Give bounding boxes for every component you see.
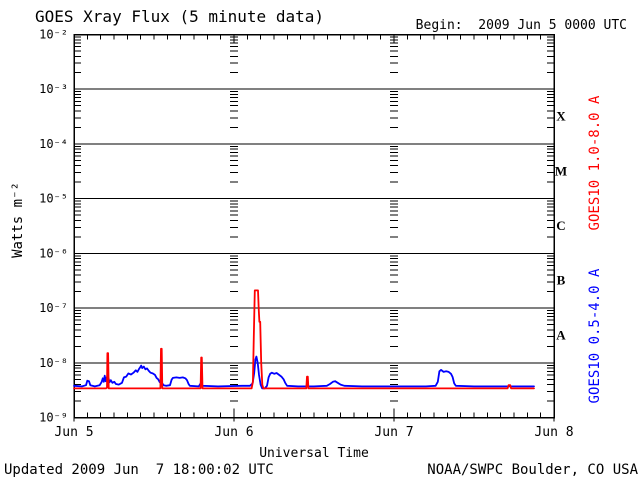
x-tick-label: Jun 8 bbox=[534, 425, 573, 440]
y-tick-label: 10⁻⁷ bbox=[39, 301, 68, 315]
plot-frame bbox=[73, 33, 555, 419]
begin-label: Begin: 2009 Jun 5 0000 UTC bbox=[416, 18, 627, 33]
legend-long-channel-label: GOES10 1.0-8.0 A bbox=[587, 95, 603, 230]
series-layer bbox=[73, 289, 535, 390]
y-tick-label: 10⁻⁶ bbox=[39, 246, 68, 260]
legend-short-channel-label: GOES10 0.5-4.0 A bbox=[587, 268, 603, 403]
flare-class-letter: C bbox=[556, 218, 565, 233]
updated-label: Updated 2009 Jun 7 18:00:02 UTC bbox=[4, 462, 274, 478]
y-tick-label: 10⁻⁴ bbox=[39, 137, 68, 151]
credit-label: NOAA/SWPC Boulder, CO USA bbox=[427, 462, 638, 478]
x-tick-label: Jun 5 bbox=[54, 425, 93, 440]
flare-class-letter: X bbox=[556, 109, 566, 124]
y-tick-label: 10⁻⁹ bbox=[39, 411, 68, 425]
x-axis-title: Universal Time bbox=[259, 446, 369, 461]
chart-title: GOES Xray Flux (5 minute data) bbox=[35, 7, 324, 26]
grid-layer bbox=[73, 33, 555, 422]
y-tick-label: 10⁻² bbox=[39, 28, 68, 42]
x-tick-label: Jun 6 bbox=[214, 425, 253, 440]
flare-class-letter: B bbox=[557, 273, 566, 288]
goes-long-series-line bbox=[73, 289, 535, 390]
y-tick-label: 10⁻³ bbox=[39, 82, 68, 96]
x-tick-label: Jun 7 bbox=[374, 425, 413, 440]
flare-class-letter: M bbox=[555, 163, 567, 178]
static-text-layer: GOES Xray Flux (5 minute data) Begin: 20… bbox=[4, 7, 639, 478]
flare-class-letter: A bbox=[556, 327, 566, 342]
y-tick-label: 10⁻⁵ bbox=[39, 192, 68, 206]
y-tick-label: 10⁻⁸ bbox=[39, 356, 68, 370]
goes-short-series-line bbox=[73, 355, 535, 390]
y-axis-title: Watts m⁻² bbox=[10, 182, 26, 258]
